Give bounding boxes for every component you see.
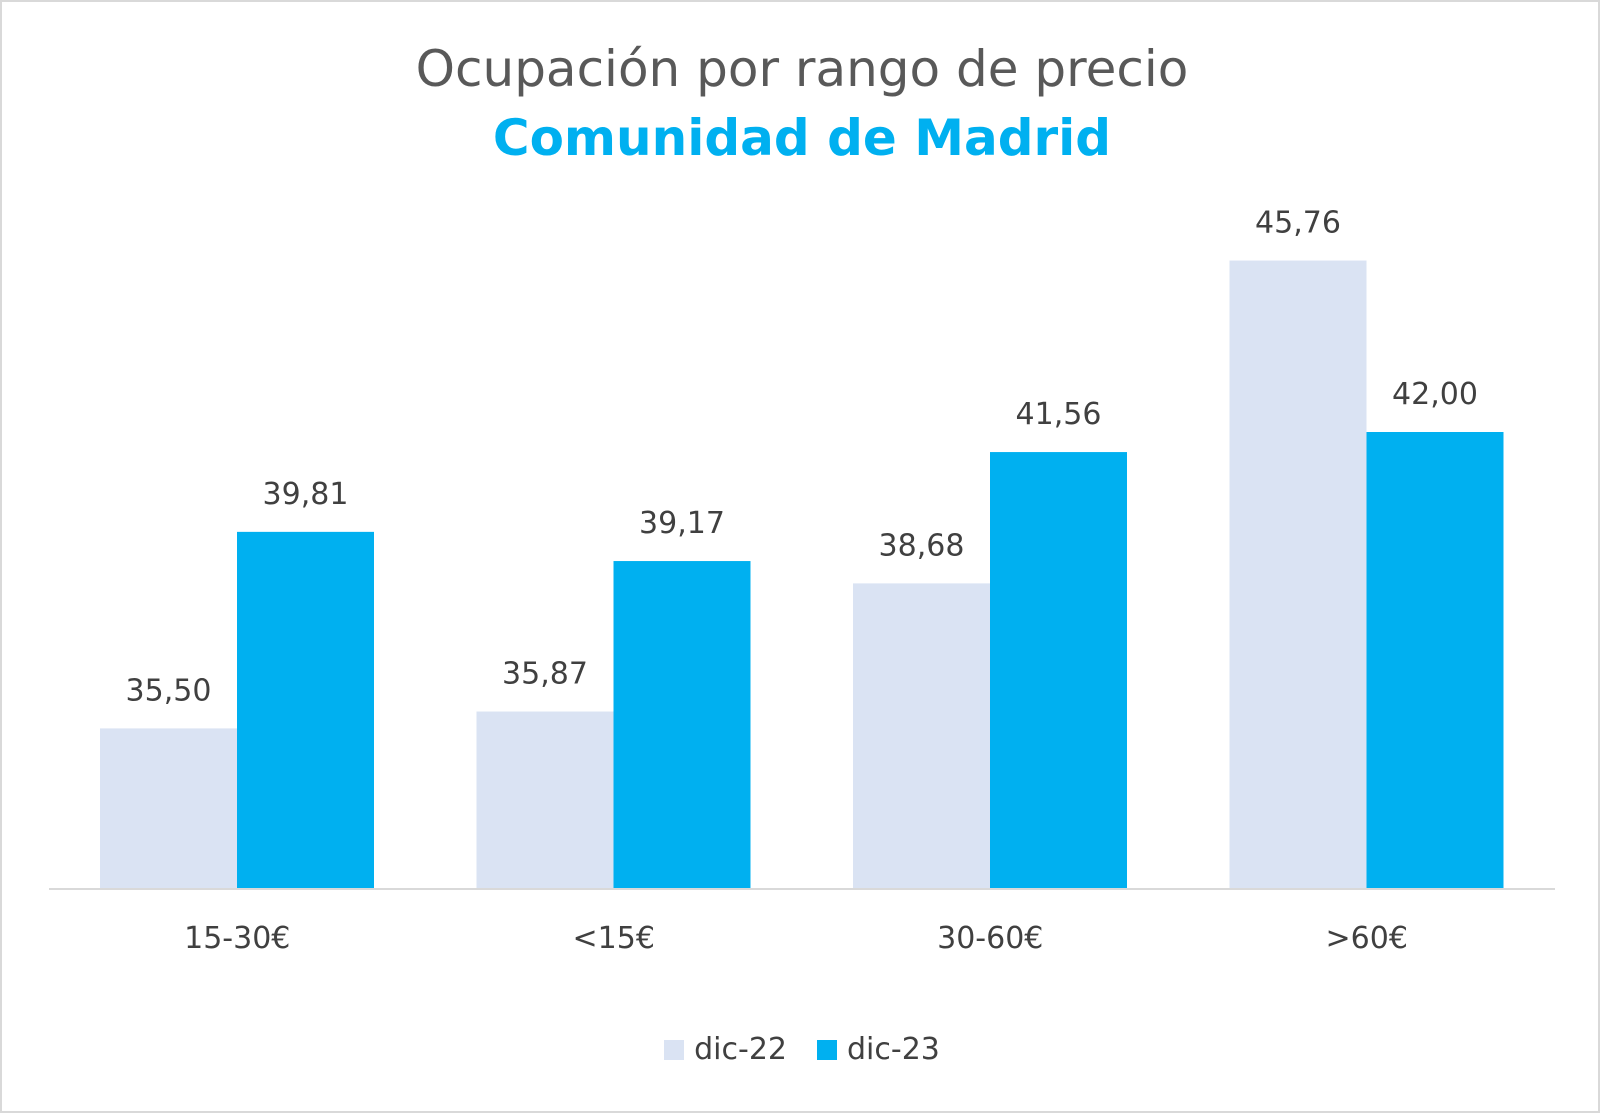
bar-dic-23-0 [237,531,374,888]
legend-label-dic-22: dic-22 [694,1032,787,1067]
data-label-dic-23-0: 39,81 [263,477,349,512]
data-label-dic-23-2: 41,56 [1016,397,1102,432]
chart-subtitle: Comunidad de Madrid [492,109,1112,167]
bar-dic-22-1 [476,711,614,888]
data-label-dic-22-3: 45,76 [1255,206,1341,241]
legend-item-dic-22: dic-22 [664,1032,787,1067]
data-label-dic-22-2: 38,68 [879,528,965,563]
bar-dic-22-2 [853,583,990,888]
legend-swatch-dic-23 [817,1039,837,1060]
bar-dic-23-3 [1366,432,1504,888]
bar-dic-22-0 [100,728,237,888]
data-label-dic-23-3: 42,00 [1392,377,1478,412]
category-label-0: 15-30€ [184,921,290,956]
legend: dic-22 dic-23 [2,1032,1600,1067]
legend-swatch-dic-22 [664,1039,685,1060]
data-label-dic-23-1: 39,17 [639,506,725,541]
legend-label-dic-23: dic-23 [847,1032,940,1067]
category-label-2: 30-60€ [937,921,1043,956]
data-label-dic-22-1: 35,87 [502,657,588,692]
bar-dic-23-1 [613,561,751,888]
chart-title: Ocupación por rango de precio [415,40,1189,98]
data-label-dic-22-0: 35,50 [126,673,212,708]
bar-dic-22-3 [1229,260,1367,888]
category-label-1: <15€ [573,921,655,956]
legend-item-dic-23: dic-23 [817,1032,940,1067]
category-label-3: >60€ [1326,921,1408,956]
bar-dic-23-2 [990,452,1127,888]
